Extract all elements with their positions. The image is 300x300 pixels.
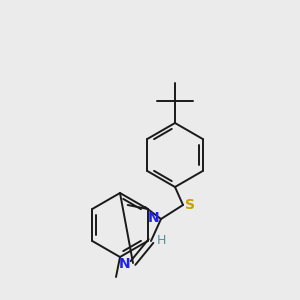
Text: H: H bbox=[157, 235, 166, 248]
Text: S: S bbox=[185, 198, 195, 212]
Text: N: N bbox=[147, 211, 159, 225]
Text: N: N bbox=[118, 257, 130, 271]
